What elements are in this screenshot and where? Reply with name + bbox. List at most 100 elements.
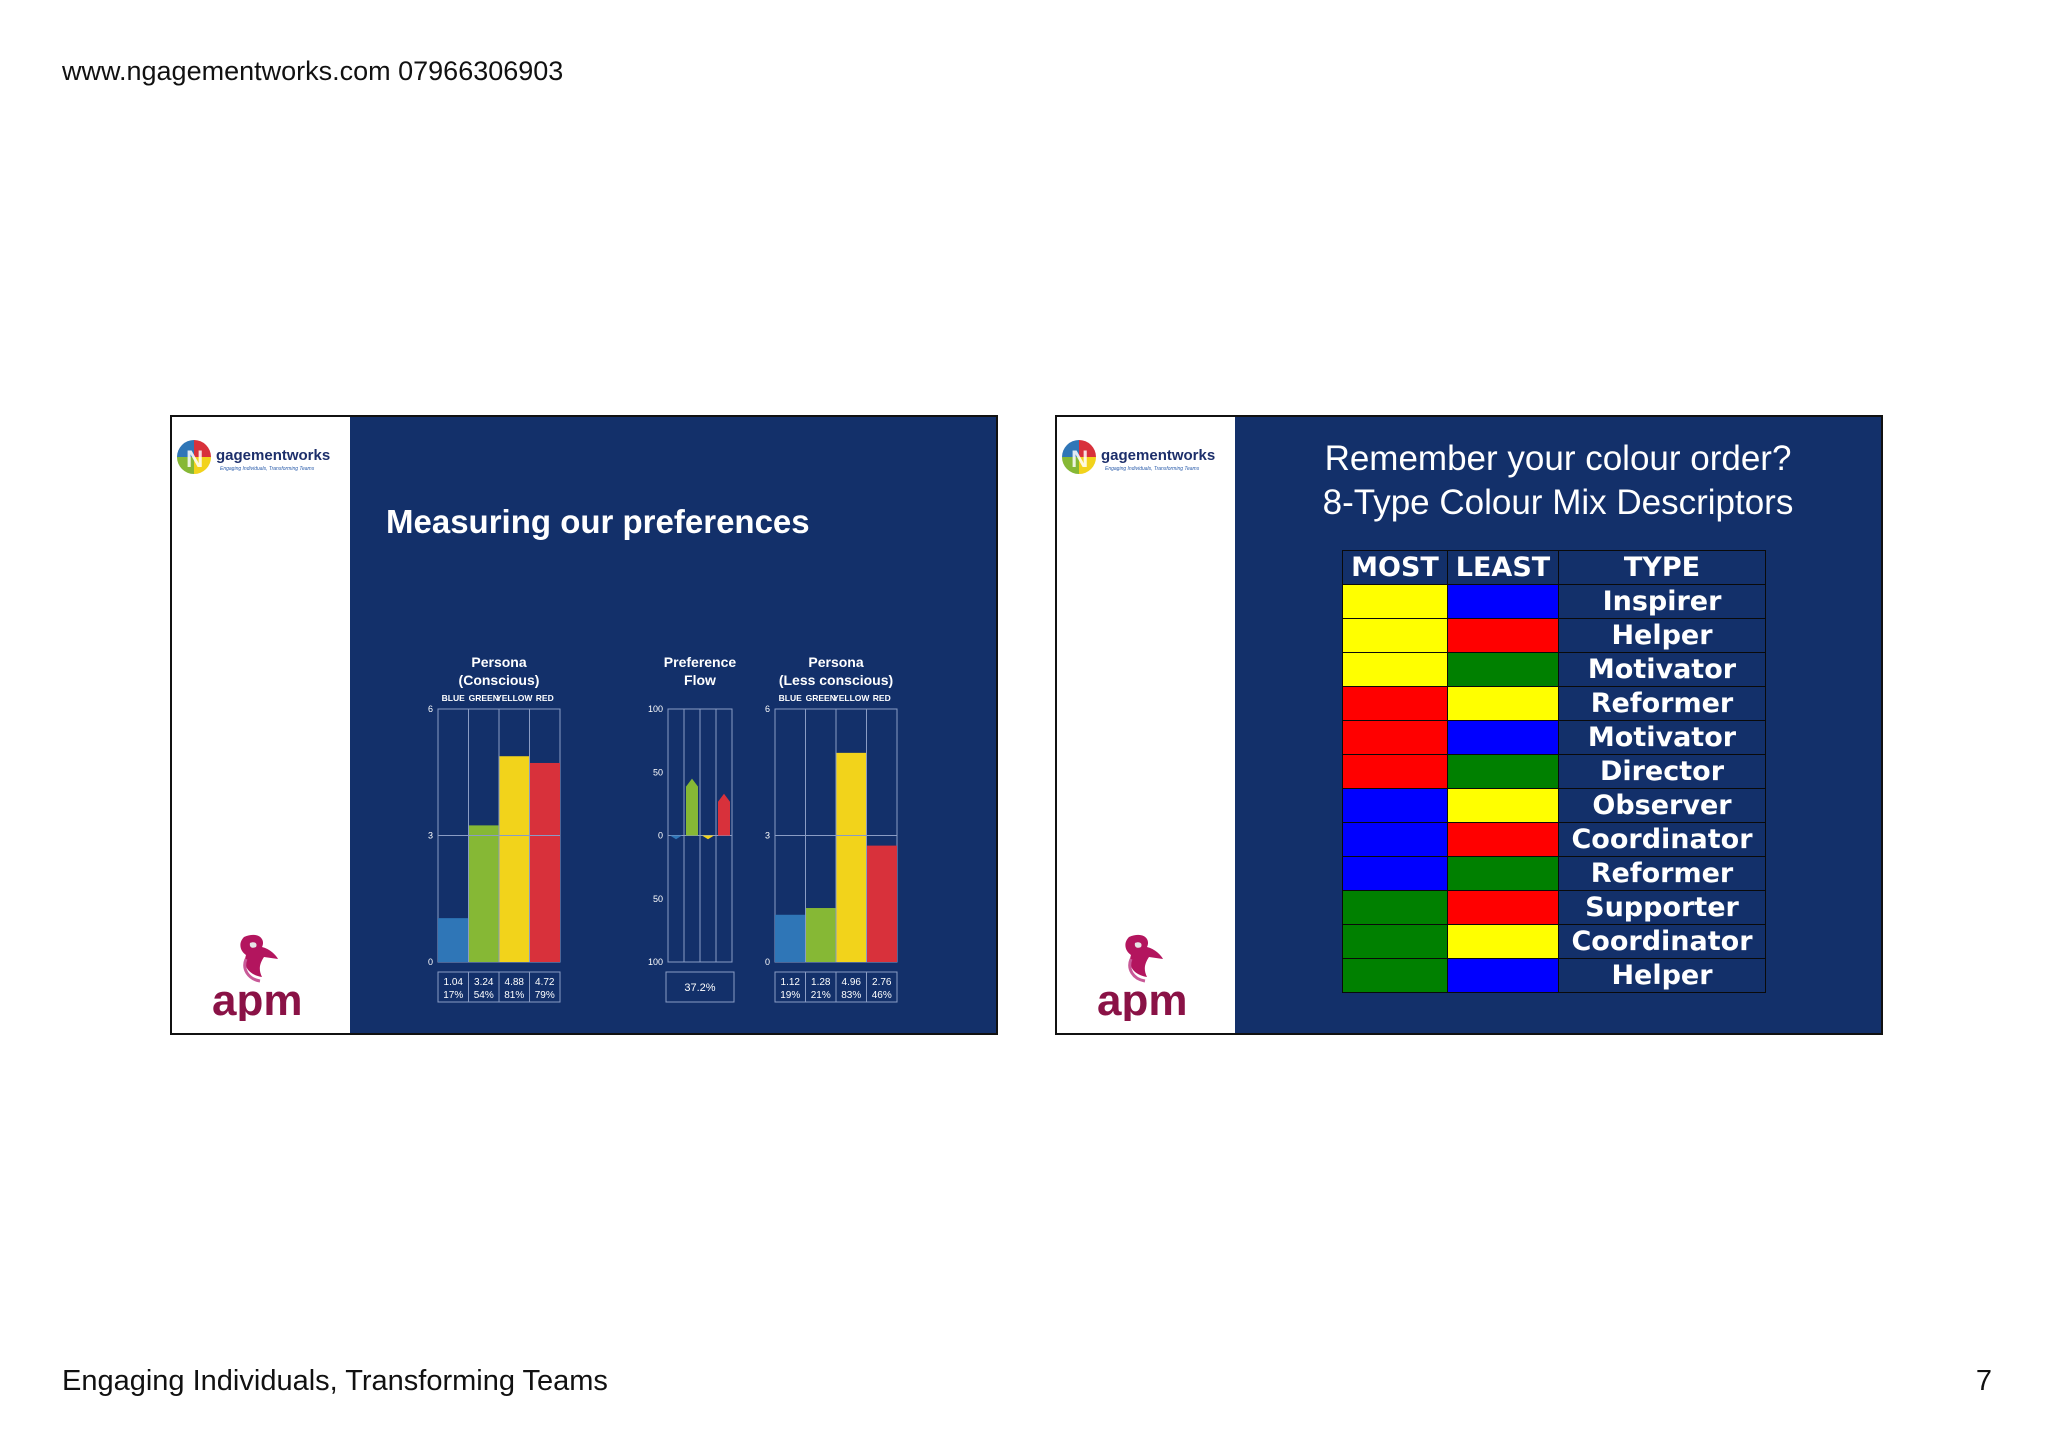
least-colour-swatch	[1447, 652, 1559, 687]
most-colour-swatch	[1342, 720, 1448, 755]
y-tick-label: 6	[765, 704, 770, 714]
flow-mark-blue	[670, 835, 682, 840]
table-row: Inspirer	[1342, 584, 1766, 619]
value-label: 4.72	[535, 977, 555, 988]
table-row: Helper	[1342, 618, 1766, 653]
slide-measuring-preferences: N gagementworks Engaging Individuals, Tr…	[170, 415, 998, 1035]
table-row: Reformer	[1342, 686, 1766, 721]
bar-green	[805, 908, 836, 962]
slide-title-line-2: 8-Type Colour Mix Descriptors	[1322, 483, 1794, 522]
value-label: 4.96	[842, 977, 862, 988]
value-label: 1.04	[444, 977, 464, 988]
ngage-logo-name: gagementworks	[1101, 447, 1216, 464]
type-cell: Director	[1558, 754, 1766, 789]
least-colour-swatch	[1447, 958, 1559, 993]
table-row: Reformer	[1342, 856, 1766, 891]
svg-text:N: N	[186, 446, 203, 473]
table-row: Coordinator	[1342, 822, 1766, 857]
y-tick-label: 0	[428, 957, 433, 967]
type-cell: Reformer	[1558, 686, 1766, 721]
chart-title-line-2: (Conscious)	[459, 672, 540, 688]
percent-label: 83%	[841, 990, 861, 1001]
table-row: Motivator	[1342, 652, 1766, 687]
bar-red	[529, 762, 560, 962]
percent-label: 54%	[474, 990, 494, 1001]
column-header-least: LEAST	[1447, 550, 1559, 585]
chart-title-line-1: Persona	[808, 654, 863, 670]
type-cell: Motivator	[1558, 720, 1766, 755]
type-cell: Coordinator	[1558, 822, 1766, 857]
apm-logo: apm	[1097, 934, 1187, 1021]
most-colour-swatch	[1342, 890, 1448, 925]
y-tick-label: 100	[648, 957, 663, 967]
table-row: Helper	[1342, 958, 1766, 993]
category-label: YELLOW	[496, 693, 533, 703]
apm-logo-text: apm	[1097, 976, 1187, 1021]
type-cell: Inspirer	[1558, 584, 1766, 619]
percent-label: 46%	[872, 990, 892, 1001]
least-colour-swatch	[1447, 754, 1559, 789]
most-colour-swatch	[1342, 788, 1448, 823]
category-label: RED	[873, 693, 891, 703]
value-label: 2.76	[872, 977, 892, 988]
least-colour-swatch	[1447, 822, 1559, 857]
least-colour-swatch	[1447, 618, 1559, 653]
type-cell: Supporter	[1558, 890, 1766, 925]
ngage-logo-tagline: Engaging Individuals, Transforming Teams	[220, 466, 315, 472]
y-tick-label: 50	[653, 767, 663, 777]
bar-red	[866, 845, 897, 962]
ngagementworks-logo: N gagementworks Engaging Individuals, Tr…	[176, 437, 348, 481]
least-colour-swatch	[1447, 924, 1559, 959]
percent-label: 17%	[443, 990, 463, 1001]
svg-text:N: N	[1071, 446, 1088, 473]
most-colour-swatch	[1342, 686, 1448, 721]
least-colour-swatch	[1447, 856, 1559, 891]
table-header-row: MOST LEAST TYPE	[1342, 550, 1766, 585]
slide-title: Measuring our preferences	[386, 503, 810, 540]
type-cell: Helper	[1558, 958, 1766, 993]
flow-mark-green	[686, 778, 698, 836]
apm-logo: apm	[212, 934, 302, 1021]
ngage-logo-name: gagementworks	[216, 447, 331, 464]
flow-mark-yellow	[702, 835, 714, 840]
category-label: RED	[536, 693, 554, 703]
page-footer: Engaging Individuals, Transforming Teams	[62, 1365, 608, 1397]
ngagementworks-logo: N gagementworks Engaging Individuals, Tr…	[1061, 437, 1233, 481]
table-row: Observer	[1342, 788, 1766, 823]
column-header-most: MOST	[1342, 550, 1448, 585]
least-colour-swatch	[1447, 788, 1559, 823]
value-label: 3.24	[474, 977, 494, 988]
most-colour-swatch	[1342, 856, 1448, 891]
page-number: 7	[1975, 1365, 1992, 1397]
column-header-type: TYPE	[1558, 550, 1766, 585]
bar-blue	[438, 918, 469, 962]
y-tick-label: 3	[428, 831, 433, 841]
least-colour-swatch	[1447, 720, 1559, 755]
category-label: BLUE	[779, 693, 802, 703]
category-label: GREEN	[469, 693, 499, 703]
table-row: Motivator	[1342, 720, 1766, 755]
ngage-logo-tagline: Engaging Individuals, Transforming Teams	[1105, 466, 1200, 472]
most-colour-swatch	[1342, 958, 1448, 993]
least-colour-swatch	[1447, 584, 1559, 619]
type-cell: Reformer	[1558, 856, 1766, 891]
percent-label: 81%	[504, 990, 524, 1001]
percent-label: 79%	[535, 990, 555, 1001]
type-cell: Motivator	[1558, 652, 1766, 687]
apm-logo-text: apm	[212, 976, 302, 1021]
least-colour-swatch	[1447, 890, 1559, 925]
table-row: Supporter	[1342, 890, 1766, 925]
type-cell: Observer	[1558, 788, 1766, 823]
y-tick-label: 50	[653, 894, 663, 904]
most-colour-swatch	[1342, 584, 1448, 619]
table-row: Coordinator	[1342, 924, 1766, 959]
category-label: BLUE	[442, 693, 465, 703]
slide-title-line-1: Remember your colour order?	[1324, 439, 1792, 478]
ngage-logo-mark-icon: N	[1062, 440, 1096, 474]
bar-yellow	[836, 752, 867, 962]
bar-green	[468, 825, 499, 962]
most-colour-swatch	[1342, 754, 1448, 789]
y-tick-label: 6	[428, 704, 433, 714]
y-tick-label: 0	[765, 957, 770, 967]
